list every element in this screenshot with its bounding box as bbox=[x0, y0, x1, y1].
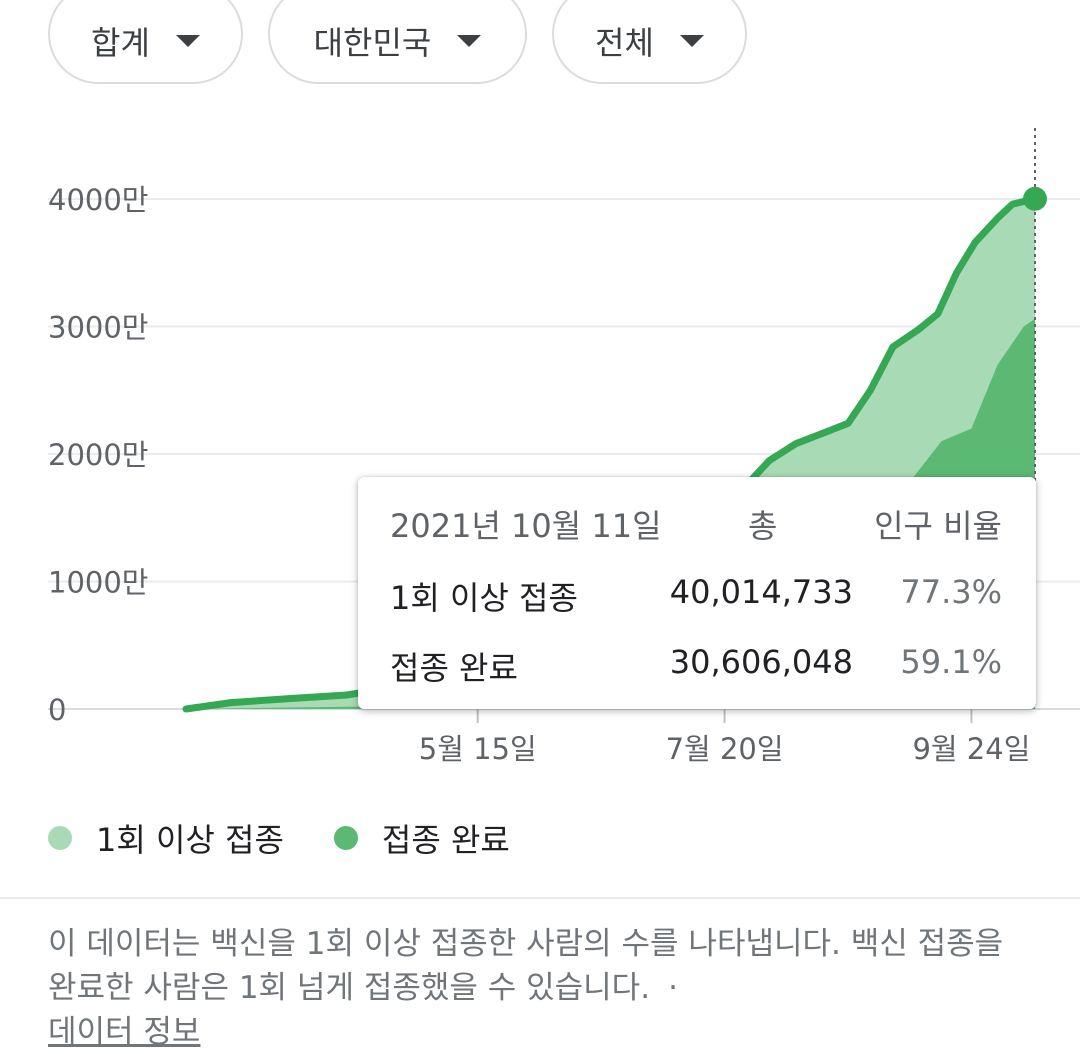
dropdown-arrow-icon bbox=[457, 35, 482, 47]
filter-chip-label: 대한민국 bbox=[313, 24, 432, 62]
footnote-text: 이 데이터는 백신을 1회 이상 접종한 사람의 수를 나타냅니다. 백신 접종… bbox=[48, 926, 1004, 1006]
tooltip-col-ratio: 인구 비율 bbox=[874, 507, 1002, 545]
y-tick-label: 2000만 bbox=[48, 438, 148, 472]
tooltip-row-label: 1회 이상 접종 bbox=[390, 579, 578, 617]
filter-chip-label: 전체 bbox=[595, 24, 654, 62]
tooltip-col-total: 총 bbox=[748, 507, 778, 545]
filter-chip-metric[interactable]: 합계 bbox=[48, 0, 243, 84]
filter-chip-age[interactable]: 전체 bbox=[552, 0, 747, 84]
legend-swatch bbox=[48, 826, 72, 850]
footnote: 이 데이터는 백신을 1회 이상 접종한 사람의 수를 나타냅니다. 백신 접종… bbox=[48, 922, 1038, 1054]
x-tick-label: 9월 24일 bbox=[912, 732, 1030, 766]
chart-legend: 1회 이상 접종 접종 완료 bbox=[48, 815, 560, 861]
hover-dot bbox=[1023, 186, 1047, 211]
chart-tooltip: 2021년 10월 11일 총 인구 비율 1회 이상 접종 40,014,73… bbox=[358, 477, 1036, 709]
legend-item[interactable]: 1회 이상 접종 bbox=[48, 815, 284, 861]
tooltip-row-ratio: 59.1% bbox=[900, 643, 1002, 681]
y-tick-label: 1000만 bbox=[48, 566, 148, 600]
filter-chip-label: 합계 bbox=[91, 24, 150, 62]
tooltip-row-total: 40,014,733 bbox=[669, 573, 853, 611]
y-tick-label: 3000만 bbox=[48, 311, 148, 345]
tooltip-row-ratio: 77.3% bbox=[900, 573, 1002, 611]
dropdown-arrow-icon bbox=[679, 35, 704, 47]
y-tick-label: 0 bbox=[48, 693, 66, 727]
legend-label: 1회 이상 접종 bbox=[96, 821, 284, 859]
filter-bar: 합계 대한민국 전체 bbox=[0, 0, 1080, 90]
filter-chip-region[interactable]: 대한민국 bbox=[268, 0, 527, 84]
tooltip-row-label: 접종 완료 bbox=[390, 649, 518, 687]
legend-swatch bbox=[333, 826, 358, 850]
data-info-link[interactable]: 데이터 정보 bbox=[48, 1014, 201, 1050]
legend-item[interactable]: 접종 완료 bbox=[333, 815, 510, 861]
x-tick-label: 7월 20일 bbox=[666, 732, 784, 766]
dropdown-arrow-icon bbox=[175, 35, 200, 47]
y-tick-label: 4000만 bbox=[48, 183, 148, 217]
tooltip-row-total: 30,606,048 bbox=[669, 643, 853, 681]
divider bbox=[0, 897, 1080, 899]
tooltip-date: 2021년 10월 11일 bbox=[390, 507, 662, 545]
x-tick-label: 5월 15일 bbox=[419, 732, 537, 766]
footnote-separator: · bbox=[668, 970, 678, 1006]
legend-label: 접종 완료 bbox=[381, 821, 510, 859]
